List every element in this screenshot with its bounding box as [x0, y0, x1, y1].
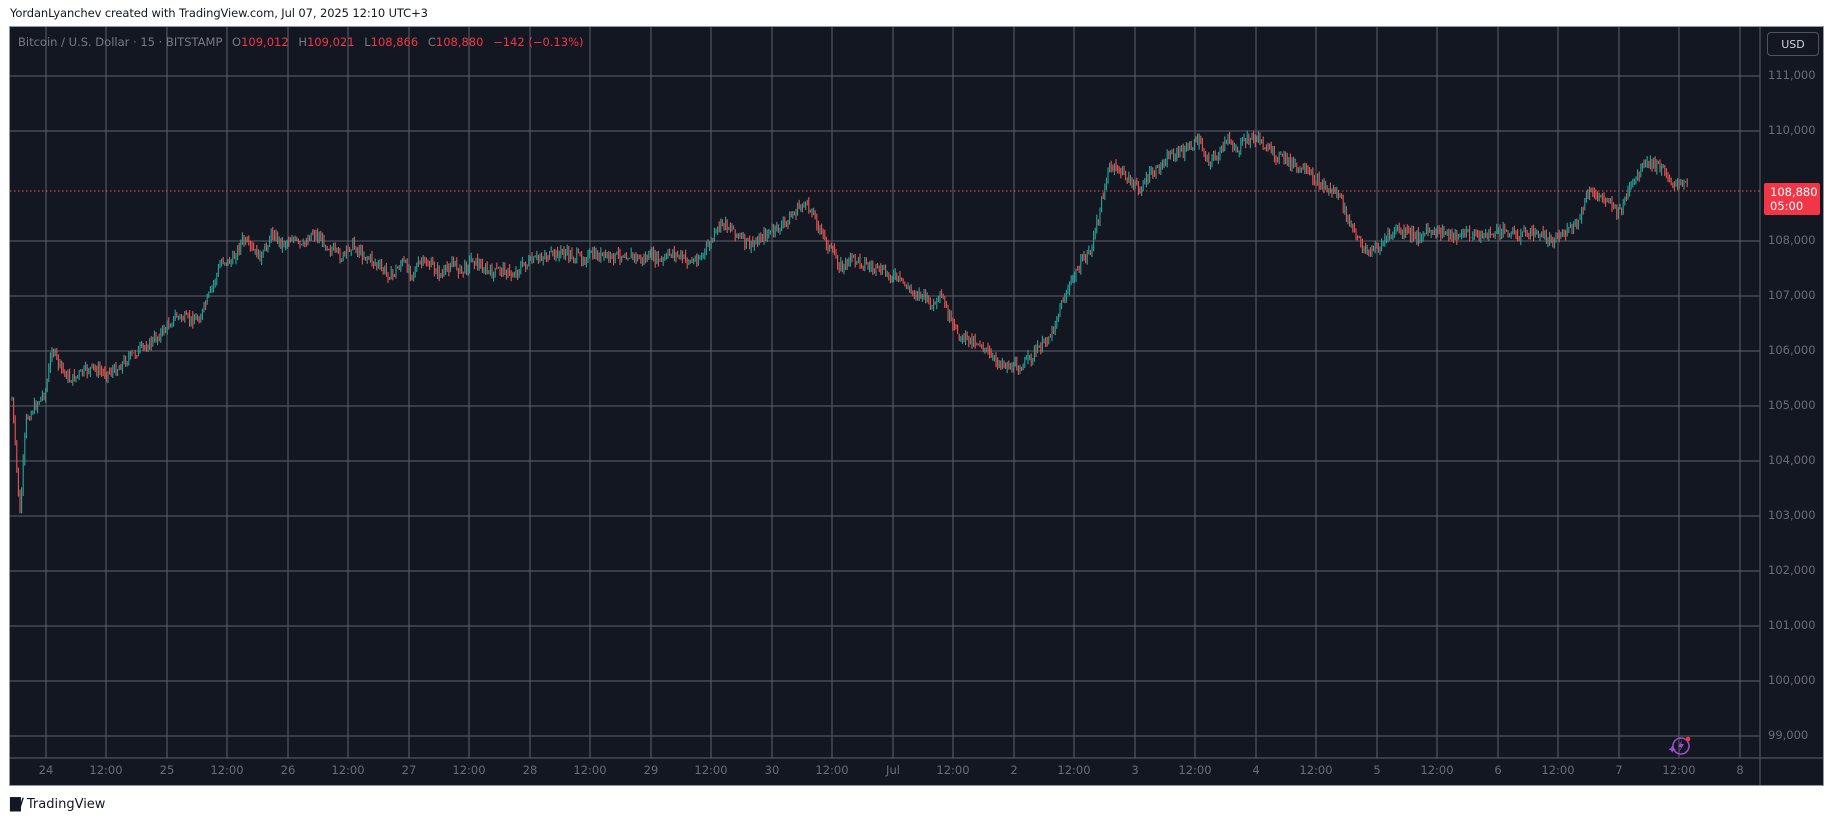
high-label: H: [298, 35, 307, 49]
price-tick-label: 103,000: [1768, 508, 1816, 522]
time-tick-label: 12:00: [452, 763, 486, 777]
time-tick-label: 29: [643, 763, 659, 777]
price-tick-label: 110,000: [1768, 123, 1816, 137]
close-label: C: [427, 35, 436, 49]
low-label: L: [364, 35, 371, 49]
time-tick-label: 12:00: [694, 763, 728, 777]
time-tick-label: 12:00: [936, 763, 970, 777]
time-tick-label: 12:00: [1420, 763, 1454, 777]
time-tick-label: 4: [1252, 763, 1260, 777]
change-value: −142 (−0.13%): [493, 35, 584, 49]
price-tick-label: 104,000: [1768, 453, 1816, 467]
price-tick-label: 105,000: [1768, 398, 1816, 412]
tradingview-logo-icon: ▇∕: [10, 796, 24, 812]
symbol-legend: Bitcoin / U.S. Dollar · 15 · BITSTAMP O1…: [18, 35, 583, 49]
time-tick-label: 27: [401, 763, 417, 777]
tradingview-logo-text: TradingView: [26, 796, 106, 812]
time-tick-label: 12:00: [331, 763, 365, 777]
time-tick-label: 12:00: [573, 763, 607, 777]
lightning-alert-icon[interactable]: [1667, 734, 1693, 758]
time-tick-label: 26: [280, 763, 296, 777]
time-tick-label: 12:00: [1662, 763, 1696, 777]
time-tick-label: Jul: [886, 763, 900, 777]
time-tick-label: 12:00: [1178, 763, 1212, 777]
time-tick-label: 30: [764, 763, 780, 777]
open-label: O: [232, 35, 242, 49]
open-value: 109,012: [241, 35, 289, 49]
time-tick-label: 25: [159, 763, 175, 777]
time-tick-label: 12:00: [89, 763, 123, 777]
time-tick-label: 2: [1010, 763, 1018, 777]
time-tick-label: 3: [1131, 763, 1139, 777]
chart-credit: YordanLyanchev created with TradingView.…: [10, 6, 428, 20]
time-tick-label: 12:00: [815, 763, 849, 777]
low-value: 108,866: [370, 35, 419, 49]
last-price-tag: 108,880 05:00: [1764, 183, 1820, 215]
tradingview-logo[interactable]: ▇∕ TradingView: [10, 796, 105, 812]
time-tick-label: 24: [38, 763, 54, 777]
bar-countdown: 05:00: [1770, 199, 1804, 213]
price-tick-label: 101,000: [1768, 618, 1816, 632]
time-tick-label: 6: [1494, 763, 1502, 777]
price-tick-label: 99,000: [1768, 728, 1809, 742]
price-tick-label: 108,000: [1768, 233, 1816, 247]
time-tick-label: 12:00: [1541, 763, 1575, 777]
time-tick-label: 12:00: [210, 763, 244, 777]
time-tick-label: 28: [522, 763, 538, 777]
time-tick-label: 12:00: [1057, 763, 1091, 777]
time-tick-label: 5: [1373, 763, 1381, 777]
time-tick-label: 7: [1615, 763, 1623, 777]
high-value: 109,021: [306, 35, 355, 49]
price-tick-label: 106,000: [1768, 343, 1816, 357]
time-tick-label: 8: [1736, 763, 1744, 777]
time-tick-label: 12:00: [1299, 763, 1333, 777]
price-tick-label: 111,000: [1768, 68, 1816, 82]
last-price-value: 108,880: [1770, 185, 1818, 199]
close-value: 108,880: [435, 35, 484, 49]
price-tick-label: 102,000: [1768, 563, 1816, 577]
symbol-title[interactable]: Bitcoin / U.S. Dollar · 15 · BITSTAMP: [18, 35, 223, 49]
price-tick-label: 107,000: [1768, 288, 1816, 302]
currency-button[interactable]: USD: [1767, 32, 1819, 56]
price-tick-label: 100,000: [1768, 673, 1816, 687]
